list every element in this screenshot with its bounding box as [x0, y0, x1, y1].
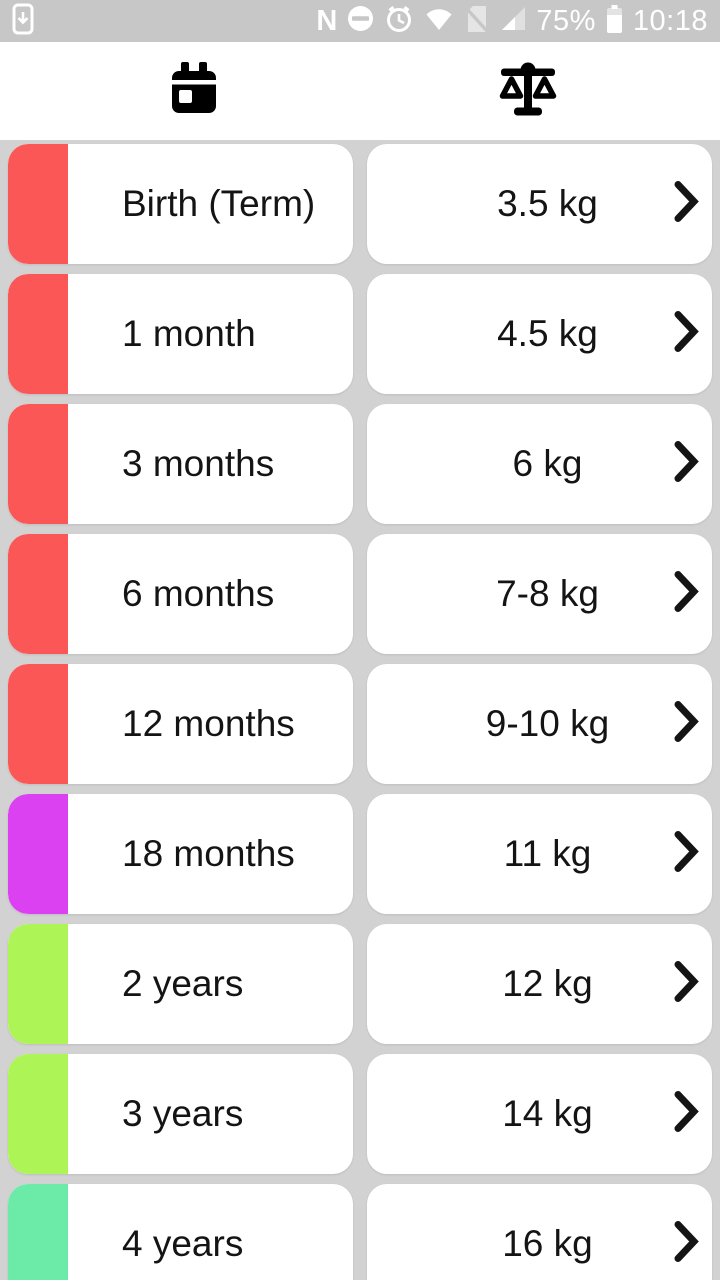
age-label: 1 month — [122, 313, 256, 354]
table-row: 12 months 9-10 kg — [8, 664, 712, 784]
age-label: 18 months — [122, 833, 295, 874]
chevron-right-icon — [673, 1090, 699, 1139]
age-label: 4 years — [122, 1223, 244, 1264]
age-label: 3 months — [122, 443, 275, 484]
clock-label: 10:18 — [632, 4, 708, 37]
age-card[interactable]: 18 months — [8, 794, 353, 914]
tab-age[interactable] — [0, 42, 360, 140]
weight-label: 4.5 kg — [497, 313, 598, 354]
age-card[interactable]: 2 years — [8, 924, 353, 1044]
wifi-icon — [424, 6, 454, 37]
weight-card[interactable]: 11 kg — [367, 794, 712, 914]
chevron-right-icon — [673, 570, 699, 619]
table-row: 6 months 7-8 kg — [8, 534, 712, 654]
weight-label: 9-10 kg — [485, 703, 610, 744]
row-color-stripe — [8, 534, 68, 654]
weight-card[interactable]: 14 kg — [367, 1054, 712, 1174]
table-row: 1 month 4.5 kg — [8, 274, 712, 394]
row-color-stripe — [8, 144, 68, 264]
row-color-stripe — [8, 1054, 68, 1174]
age-label: 12 months — [122, 703, 295, 744]
phone-download-icon — [12, 3, 34, 40]
chevron-right-icon — [673, 960, 699, 1009]
weight-label: 12 kg — [502, 963, 593, 1004]
chevron-right-icon — [673, 700, 699, 749]
row-color-stripe — [8, 274, 68, 394]
weight-label: 11 kg — [503, 833, 592, 874]
battery-icon — [606, 4, 623, 39]
weight-card[interactable]: 4.5 kg — [367, 274, 712, 394]
age-card[interactable]: 4 years — [8, 1184, 353, 1280]
nfc-icon: N — [316, 4, 338, 37]
weight-label: 7-8 kg — [496, 573, 599, 614]
age-card[interactable]: 3 years — [8, 1054, 353, 1174]
age-label: 6 months — [122, 573, 275, 614]
alarm-icon — [384, 4, 414, 39]
status-bar: N — [0, 0, 720, 42]
table-row: Birth (Term) 3.5 kg — [8, 144, 712, 264]
calendar-icon — [155, 61, 216, 122]
weight-card[interactable]: 16 kg — [367, 1184, 712, 1280]
table-row: 18 months 11 kg — [8, 794, 712, 914]
weight-label: 3.5 kg — [497, 183, 598, 224]
row-color-stripe — [8, 924, 68, 1044]
age-card[interactable]: 6 months — [8, 534, 353, 654]
status-bar-left — [12, 3, 34, 40]
age-card[interactable]: 1 month — [8, 274, 353, 394]
do-not-disturb-icon — [347, 5, 374, 37]
chevron-right-icon — [673, 1220, 699, 1269]
weight-card[interactable]: 6 kg — [367, 404, 712, 524]
weight-card[interactable]: 9-10 kg — [367, 664, 712, 784]
chevron-right-icon — [673, 180, 699, 229]
milestone-list: Birth (Term) 3.5 kg 1 month 4.5 kg — [0, 140, 720, 1280]
weight-label: 16 kg — [502, 1223, 593, 1264]
battery-percent-label: 75% — [536, 4, 596, 37]
weight-label: 14 kg — [502, 1093, 593, 1134]
row-color-stripe — [8, 794, 68, 914]
age-label: Birth (Term) — [122, 183, 316, 224]
chevron-right-icon — [673, 830, 699, 879]
no-sim-icon — [464, 4, 490, 39]
signal-icon — [500, 6, 526, 37]
row-color-stripe — [8, 1184, 68, 1280]
age-label: 2 years — [122, 963, 244, 1004]
weight-card[interactable]: 7-8 kg — [367, 534, 712, 654]
tab-weight[interactable] — [360, 42, 720, 140]
age-card[interactable]: 12 months — [8, 664, 353, 784]
weight-card[interactable]: 3.5 kg — [367, 144, 712, 264]
age-label: 3 years — [122, 1093, 244, 1134]
row-color-stripe — [8, 664, 68, 784]
chevron-right-icon — [673, 440, 699, 489]
table-row: 2 years 12 kg — [8, 924, 712, 1044]
weight-card[interactable]: 12 kg — [367, 924, 712, 1044]
weight-label: 6 kg — [512, 443, 583, 484]
table-row: 3 months 6 kg — [8, 404, 712, 524]
chevron-right-icon — [673, 310, 699, 359]
table-row: 3 years 14 kg — [8, 1054, 712, 1174]
tab-bar — [0, 42, 720, 140]
status-bar-right: N — [316, 4, 708, 39]
table-row: 4 years 16 kg — [8, 1184, 712, 1280]
age-card[interactable]: Birth (Term) — [8, 144, 353, 264]
row-color-stripe — [8, 404, 68, 524]
age-card[interactable]: 3 months — [8, 404, 353, 524]
scale-balance-icon — [499, 62, 569, 121]
